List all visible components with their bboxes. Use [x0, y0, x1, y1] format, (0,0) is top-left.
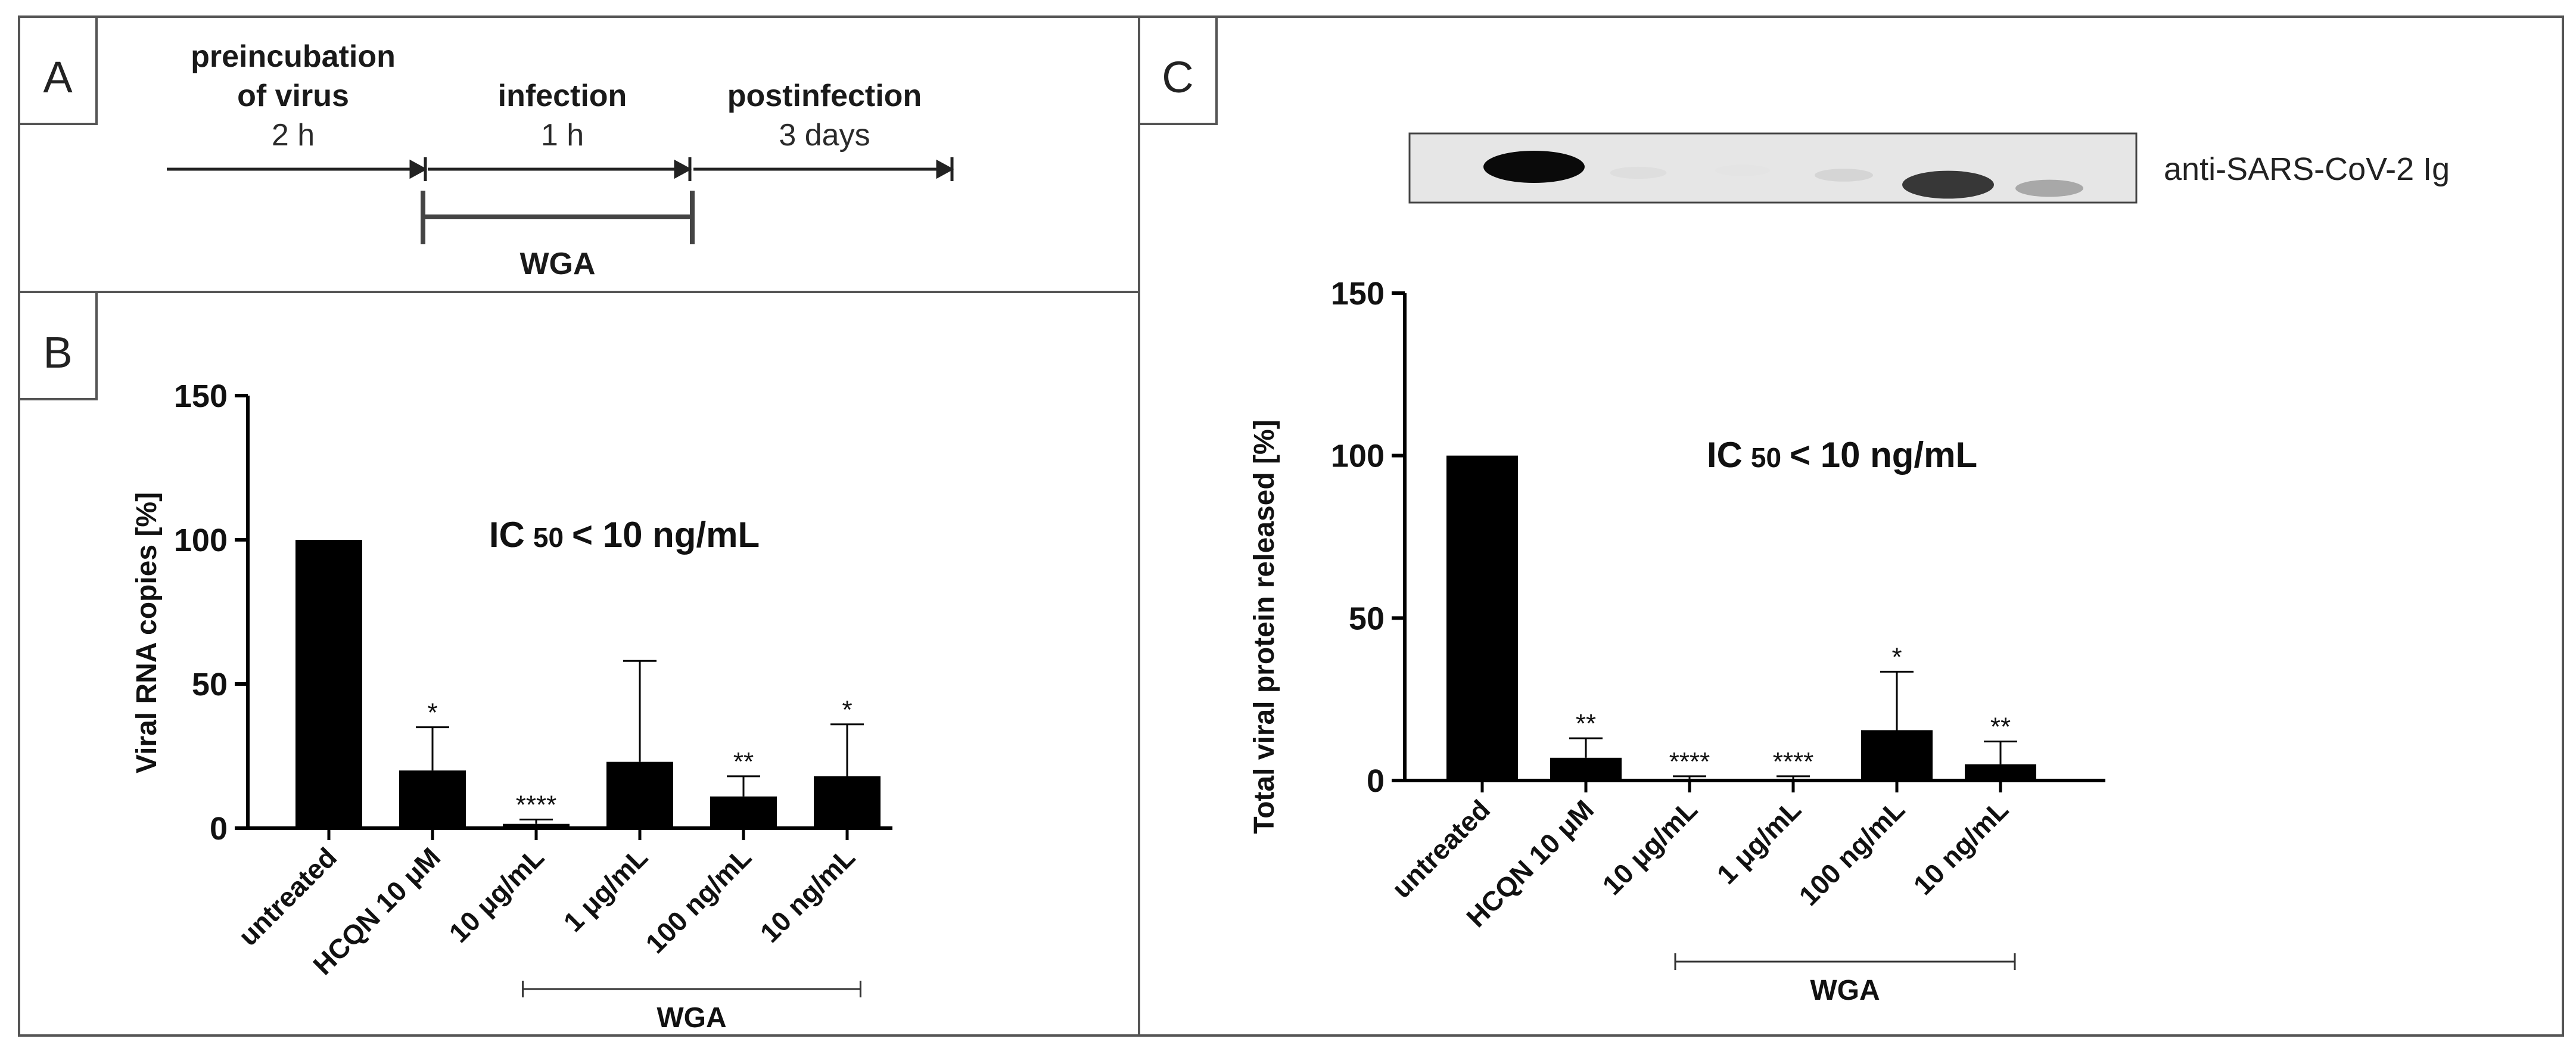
western-blot — [1408, 132, 2138, 204]
panel-a: A preincubation of virus 2 h infection 1… — [18, 15, 954, 281]
c-ic50-annotation: IC 50 < 10 ng/mL — [1707, 435, 1977, 475]
c-significance: ** — [1576, 709, 1596, 738]
c-bar — [1965, 764, 2036, 781]
b-ic50-sub: 50 — [533, 522, 564, 553]
b-significance: **** — [516, 790, 557, 819]
c-bar — [1654, 779, 1725, 781]
figure-border — [18, 15, 2564, 1037]
c-category-label: 1 μg/mL — [1711, 794, 1807, 890]
b-ic50-rest: < 10 ng/mL — [572, 515, 760, 555]
step-2-duration: 1 h — [541, 118, 584, 153]
b-bar — [814, 776, 881, 828]
blot-band — [1483, 151, 1585, 183]
b-y-tick-label: 150 — [174, 378, 228, 414]
blot-band — [1902, 170, 1994, 199]
c-y-tick-label: 100 — [1331, 439, 1385, 474]
b-ic50-annotation: IC 50 < 10 ng/mL — [489, 515, 760, 555]
treatment-label: WGA — [519, 247, 595, 281]
step-1-name-line1: preincubation — [191, 39, 396, 74]
b-y-tick-label: 50 — [192, 667, 228, 702]
panel-b-letter-box — [18, 291, 98, 400]
step-2-name: infection — [498, 79, 627, 113]
panel-b: B Viral RNA copies [%] IC 50 < 10 ng/mL 0 5… — [18, 291, 892, 1034]
panel-a-letter: A — [43, 52, 73, 102]
c-significance: **** — [1773, 747, 1814, 776]
step-1-duration: 2 h — [272, 118, 315, 153]
panel-c-letter-box — [1138, 15, 1218, 125]
b-significance: ** — [733, 747, 754, 776]
b-category-label: untreated — [232, 841, 343, 952]
c-bar — [1861, 730, 1933, 781]
b-bar — [503, 823, 570, 828]
b-y-tick-label: 100 — [174, 523, 228, 558]
b-y-tick-label: 0 — [210, 811, 228, 847]
step-3-duration: 3 days — [779, 118, 870, 153]
b-category-label: 10 ng/mL — [754, 841, 861, 949]
panel-c: C anti-SARS-CoV-2 Ig Total viral protein… — [1138, 15, 2450, 1006]
timeline-arrow-3 — [693, 157, 954, 181]
b-significance: * — [842, 695, 852, 724]
step-1-name-line2: of virus — [237, 79, 349, 113]
blot-band — [2015, 179, 2083, 197]
b-category-label: 100 ng/mL — [639, 841, 757, 959]
blot-band — [1610, 166, 1667, 179]
c-category-label: 10 ng/mL — [1908, 794, 2015, 901]
c-ic50-rest: < 10 ng/mL — [1790, 435, 1977, 475]
c-category-label: untreated — [1386, 794, 1496, 904]
b-group-label: WGA — [657, 1002, 726, 1034]
timeline-arrow-1 — [167, 157, 428, 181]
treatment-bracket — [421, 191, 695, 244]
b-significance: * — [427, 698, 437, 727]
c-significance: **** — [1669, 747, 1710, 776]
b-category-label: 1 μg/mL — [558, 841, 654, 937]
blot-band — [1815, 169, 1873, 182]
c-ic50-sub: 50 — [1751, 442, 1781, 473]
c-significance: ** — [1990, 713, 2011, 742]
b-ic50-main: IC — [489, 515, 525, 555]
b-bar — [399, 770, 466, 828]
c-bar — [1446, 455, 1518, 781]
c-y-tick-label: 50 — [1349, 601, 1385, 636]
c-group-label: WGA — [1810, 975, 1880, 1006]
blot-band — [1715, 164, 1771, 176]
panel-a-letter-box — [18, 15, 98, 125]
b-bar — [606, 761, 673, 828]
c-y-tick-label: 150 — [1331, 276, 1385, 312]
c-y-tick-label: 0 — [1367, 763, 1385, 799]
blot-antibody-label: anti-SARS-CoV-2 Ig — [2164, 151, 2450, 187]
c-ylabel: Total viral protein released [%] — [1249, 419, 1280, 834]
c-category-label: 10 μg/mL — [1596, 794, 1703, 901]
c-significance: * — [1891, 642, 1902, 671]
b-ylabel: Viral RNA copies [%] — [131, 492, 163, 773]
b-bar — [710, 796, 777, 828]
b-bar — [295, 540, 362, 828]
panel-c-letter: C — [1162, 52, 1193, 102]
panel-b-letter: B — [43, 328, 72, 377]
c-bar — [1550, 757, 1622, 781]
step-3-name: postinfection — [727, 79, 922, 113]
timeline-arrow-2 — [428, 157, 692, 181]
c-ic50-main: IC — [1707, 435, 1743, 475]
c-bar — [1757, 779, 1829, 781]
b-category-label: 10 μg/mL — [443, 841, 550, 949]
c-category-label: 100 ng/mL — [1793, 794, 1911, 912]
